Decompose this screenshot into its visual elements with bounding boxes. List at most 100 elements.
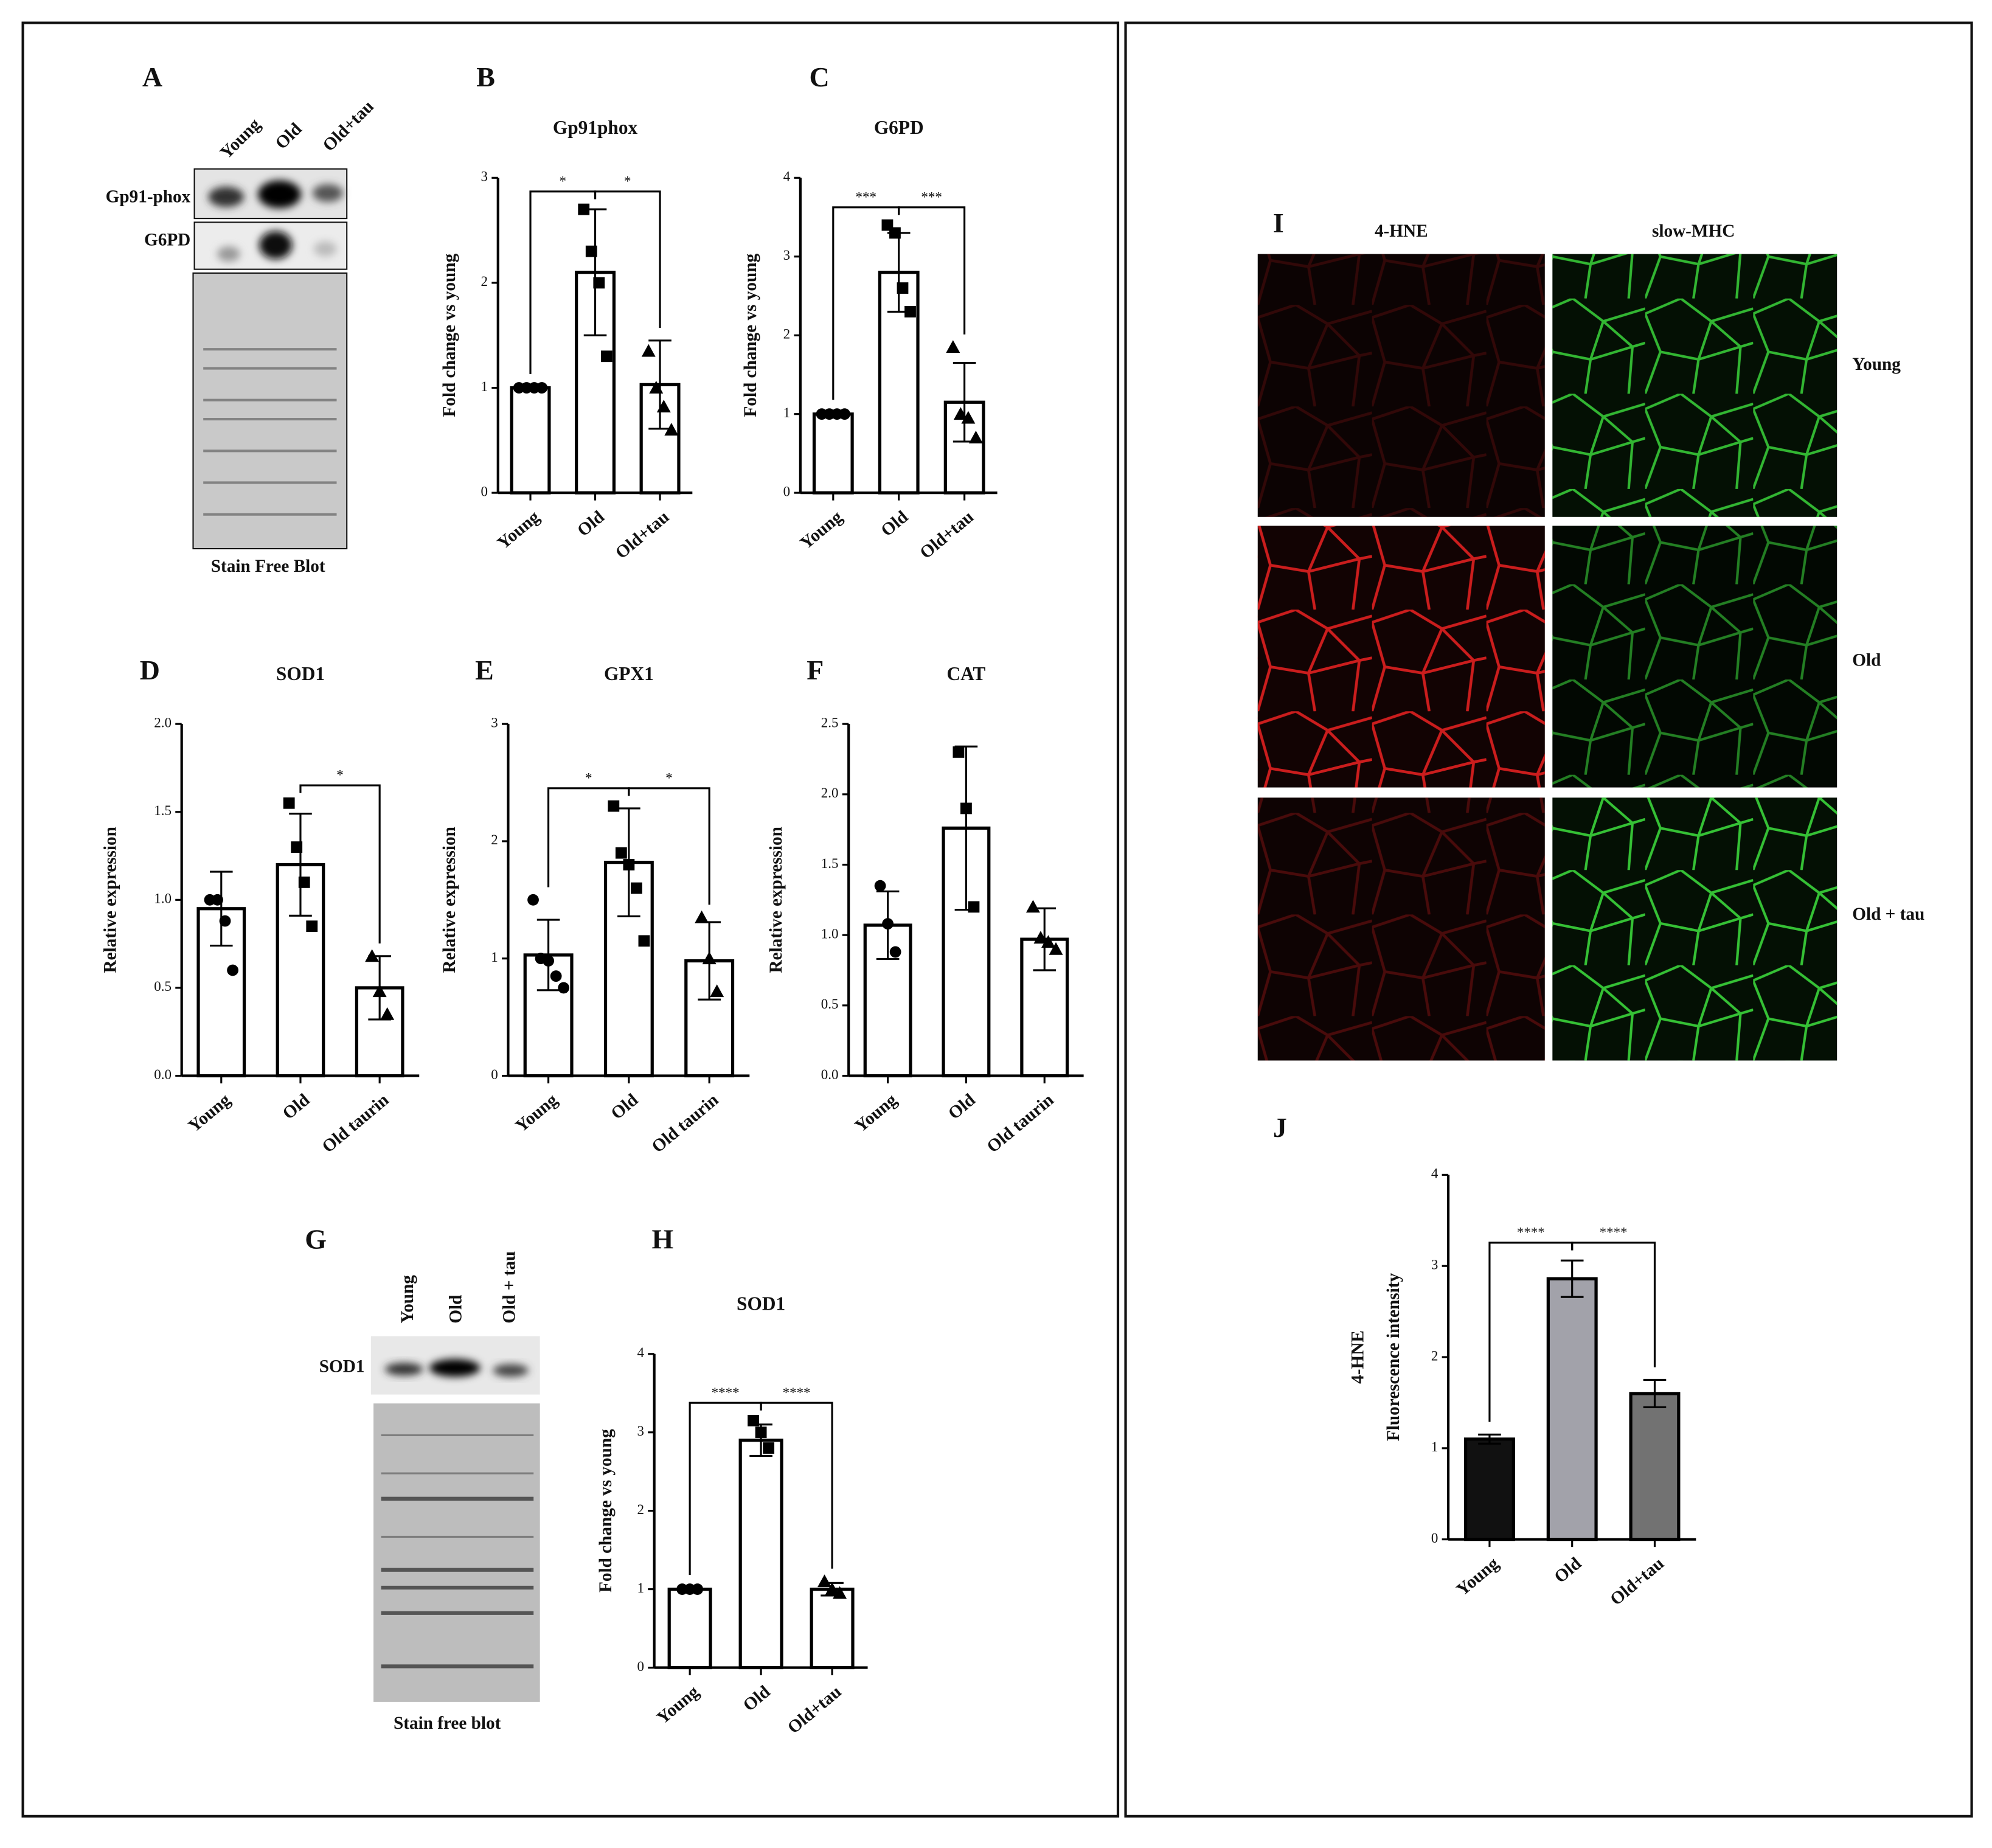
bar xyxy=(1546,1277,1598,1541)
significance-bracket xyxy=(594,190,661,328)
error-bar-line xyxy=(1478,1433,1501,1445)
y-axis-label: Fold change vs young xyxy=(741,254,760,417)
y-tick-label: 1 xyxy=(491,950,498,965)
y-axis-label: Fold change vs young xyxy=(596,1429,616,1593)
row-label: Young xyxy=(1852,355,1901,374)
frame-left xyxy=(21,21,1120,1818)
y-tick-label: 3 xyxy=(1431,1257,1438,1272)
bar-chart: J 4-HNE Fluorescence intensity 0 1 2 3 4 Young Ol… xyxy=(1273,1112,1696,1610)
significance-bracket xyxy=(898,206,966,335)
data-point xyxy=(649,381,664,394)
y-tick-label: 2.0 xyxy=(154,715,172,730)
data-point xyxy=(874,880,886,892)
y-axis-label: Fold change vs young xyxy=(440,254,459,417)
x-tick-label: Old xyxy=(1550,1554,1585,1587)
y-tick-label: 2 xyxy=(637,1502,644,1517)
row-label: Old + tau xyxy=(1852,905,1924,924)
data-point xyxy=(839,408,851,420)
data-point xyxy=(702,951,717,965)
panel-letter: F xyxy=(807,655,824,686)
lane-label: Old xyxy=(272,119,306,153)
y-tick-label: 2 xyxy=(491,832,498,847)
significance-label: **** xyxy=(1517,1225,1545,1240)
lane-label: Old + tau xyxy=(499,1251,519,1324)
data-point xyxy=(755,1426,767,1439)
x-tick-label: Young xyxy=(494,507,544,553)
panel-letter: D xyxy=(140,655,160,686)
data-point xyxy=(748,1414,759,1426)
significance-bracket xyxy=(299,784,381,943)
data-point xyxy=(306,920,318,933)
y-tick-label: 1.0 xyxy=(821,926,839,941)
data-point xyxy=(763,1442,775,1454)
significance-label: * xyxy=(560,174,566,189)
data-point xyxy=(968,901,980,913)
bar xyxy=(810,1587,855,1670)
blot-a: A Young Old Old+tau Gp91-phox G6PD Stain… xyxy=(106,61,378,576)
panel-letter: H xyxy=(651,1224,673,1255)
error-bar xyxy=(1478,1433,1501,1445)
y-tick-label: 1.5 xyxy=(154,803,172,818)
y-tick-label: 2 xyxy=(1431,1348,1438,1363)
x-tick-label: Old taurin xyxy=(648,1090,723,1157)
y-tick-label: 1 xyxy=(637,1580,644,1596)
data-point xyxy=(283,797,295,809)
bar xyxy=(738,1438,783,1670)
chart-title: GPX1 xyxy=(604,663,654,684)
bar xyxy=(1463,1437,1515,1541)
data-point xyxy=(227,964,238,976)
x-tick-label: Old xyxy=(945,1090,979,1124)
x-tick-label: Young xyxy=(797,507,847,553)
data-point xyxy=(558,982,570,994)
column-label: slow-MHC xyxy=(1652,221,1735,241)
x-tick-label: Old xyxy=(608,1090,642,1124)
band xyxy=(312,184,343,202)
data-point xyxy=(380,1007,395,1020)
y-tick-label: 2 xyxy=(783,326,790,341)
data-point xyxy=(692,1583,704,1595)
band xyxy=(208,186,245,207)
chart-title: Gp91phox xyxy=(553,117,638,138)
bar-chart: H SOD1 Fold change vs young 0 1 2 3 4 Young Old Ol… xyxy=(596,1224,868,1738)
data-point xyxy=(1049,942,1063,955)
x-tick-label: Old+tau xyxy=(1606,1554,1668,1610)
stain-lanes xyxy=(203,348,337,516)
data-point xyxy=(1025,900,1040,913)
y-axis-label: 4-HNE xyxy=(1348,1330,1368,1384)
significance-label: * xyxy=(624,174,631,189)
y-tick-label: 3 xyxy=(637,1423,644,1439)
blot-caption: Stain free blot xyxy=(394,1714,501,1733)
data-point xyxy=(365,949,380,962)
data-point xyxy=(298,877,310,888)
micrograph-cells xyxy=(1257,797,1545,1061)
y-tick-label: 0.0 xyxy=(821,1067,839,1082)
blot-caption: Stain Free Blot xyxy=(211,557,325,576)
y-tick-label: 1.5 xyxy=(821,856,839,871)
lane-label: Old xyxy=(446,1295,466,1324)
stain-free-blot xyxy=(373,1403,540,1702)
band xyxy=(493,1364,529,1377)
x-tick-label: Young xyxy=(851,1090,901,1136)
x-tick-label: Old xyxy=(279,1090,314,1124)
panel-letter: A xyxy=(142,61,162,92)
data-point xyxy=(961,411,976,424)
error-bar-line xyxy=(536,919,560,992)
bar-chart: B Gp91phox Fold change vs young 0 1 2 3 Young Ol… xyxy=(440,61,693,563)
data-point xyxy=(585,245,597,257)
data-point xyxy=(536,382,548,394)
y-tick-label: 3 xyxy=(481,169,488,184)
panel-letter: B xyxy=(476,61,495,92)
x-tick-label: Old+tau xyxy=(784,1682,845,1738)
y-tick-label: 4 xyxy=(783,169,791,184)
y-tick-label: 0 xyxy=(491,1067,498,1082)
x-tick-label: Old xyxy=(740,1682,774,1715)
x-tick-label: Young xyxy=(653,1682,703,1728)
significance-label: * xyxy=(585,771,592,786)
data-point xyxy=(833,1586,847,1599)
lane-label: Young xyxy=(398,1275,417,1324)
data-point xyxy=(623,859,635,870)
y-axis-label: Fluorescence intensity xyxy=(1384,1273,1403,1442)
y-tick-label: 2 xyxy=(481,274,488,289)
micrographs: I 4-HNE slow-MHC Young Old Old + tau xyxy=(1257,207,1924,1061)
